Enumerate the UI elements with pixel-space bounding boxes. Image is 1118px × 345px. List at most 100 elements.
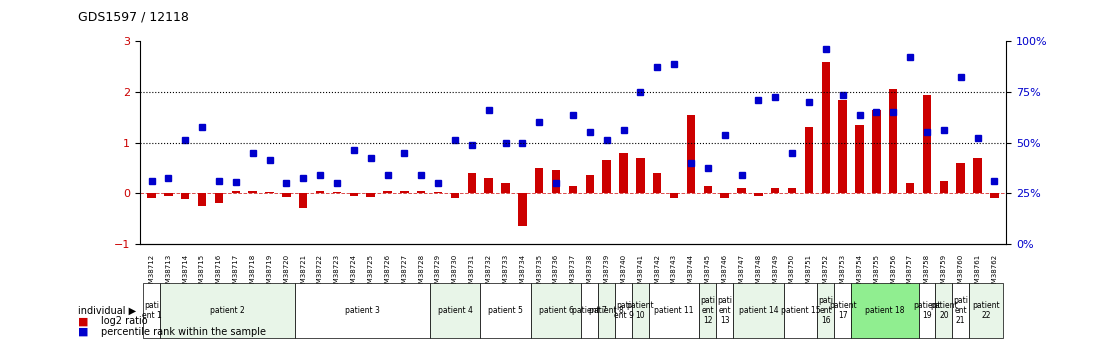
Bar [889,89,898,193]
Bar [686,115,695,193]
Bar [518,193,527,226]
FancyBboxPatch shape [953,283,969,338]
FancyBboxPatch shape [295,283,429,338]
FancyBboxPatch shape [581,283,598,338]
FancyBboxPatch shape [615,283,632,338]
Text: pati
ent
16: pati ent 16 [818,296,833,325]
Bar [451,193,459,198]
Text: pati
ent 9: pati ent 9 [614,301,634,320]
Bar [215,193,224,203]
Bar [367,193,375,197]
Text: patient 5: patient 5 [489,306,523,315]
FancyBboxPatch shape [969,283,1003,338]
Text: patient
22: patient 22 [973,301,999,320]
FancyBboxPatch shape [598,283,615,338]
FancyBboxPatch shape [700,283,717,338]
Text: patient 8: patient 8 [589,306,624,315]
Bar [939,180,948,193]
Text: individual ▶: individual ▶ [78,306,136,315]
Text: patient
10: patient 10 [626,301,654,320]
Bar [738,188,746,193]
FancyBboxPatch shape [648,283,700,338]
FancyBboxPatch shape [531,283,581,338]
FancyBboxPatch shape [834,283,851,338]
Bar [822,62,830,193]
FancyBboxPatch shape [429,283,481,338]
Text: patient
20: patient 20 [930,301,958,320]
Bar [282,193,291,197]
Bar [417,191,426,193]
Bar [771,188,779,193]
Bar [619,153,628,193]
Bar [670,193,679,198]
Bar [467,173,476,193]
FancyBboxPatch shape [733,283,784,338]
Bar [855,125,864,193]
Bar [957,163,965,193]
Bar [333,192,341,193]
Bar [316,191,324,193]
FancyBboxPatch shape [784,283,817,338]
Bar [805,127,813,193]
Bar [198,193,207,206]
FancyBboxPatch shape [919,283,936,338]
Bar [148,193,155,198]
Bar [838,100,847,193]
Text: patient 3: patient 3 [344,306,380,315]
Text: pati
ent 1: pati ent 1 [142,301,161,320]
Text: ■: ■ [78,316,88,326]
Bar [265,192,274,193]
Bar [501,183,510,193]
Bar [299,193,307,208]
Text: patient 7: patient 7 [572,306,607,315]
FancyBboxPatch shape [936,283,953,338]
Text: patient
17: patient 17 [828,301,856,320]
Text: pati
ent
21: pati ent 21 [954,296,968,325]
FancyBboxPatch shape [143,283,160,338]
Bar [906,183,915,193]
FancyBboxPatch shape [160,283,295,338]
Bar [755,193,762,196]
Bar [181,193,189,199]
Text: patient 11: patient 11 [654,306,694,315]
Bar [484,178,493,193]
Bar [872,110,881,193]
FancyBboxPatch shape [717,283,733,338]
Bar [653,173,662,193]
Bar [231,191,240,193]
FancyBboxPatch shape [481,283,531,338]
Bar [400,191,408,193]
Bar [991,193,998,198]
Text: patient 4: patient 4 [437,306,473,315]
Text: ■: ■ [78,327,88,337]
FancyBboxPatch shape [632,283,648,338]
Text: patient 2: patient 2 [210,306,245,315]
Bar [434,192,443,193]
Bar [569,186,577,193]
Bar [586,176,594,193]
Bar [603,160,610,193]
Text: pati
ent
13: pati ent 13 [717,296,732,325]
Bar [720,193,729,198]
Text: patient 6: patient 6 [539,306,574,315]
Bar [248,191,257,193]
Text: GDS1597 / 12118: GDS1597 / 12118 [78,10,189,23]
Text: patient
19: patient 19 [913,301,940,320]
Text: patient 18: patient 18 [865,306,904,315]
Text: log2 ratio: log2 ratio [101,316,148,326]
Text: percentile rank within the sample: percentile rank within the sample [101,327,266,337]
Text: patient 14: patient 14 [739,306,778,315]
Bar [974,158,982,193]
Bar [788,188,796,193]
FancyBboxPatch shape [817,283,834,338]
Bar [536,168,543,193]
Text: pati
ent
12: pati ent 12 [700,296,716,325]
Bar [164,193,172,196]
Bar [922,95,931,193]
Bar [636,158,645,193]
Bar [703,186,712,193]
Bar [350,193,358,196]
Bar [383,191,391,193]
FancyBboxPatch shape [851,283,919,338]
Text: patient 15: patient 15 [780,306,821,315]
